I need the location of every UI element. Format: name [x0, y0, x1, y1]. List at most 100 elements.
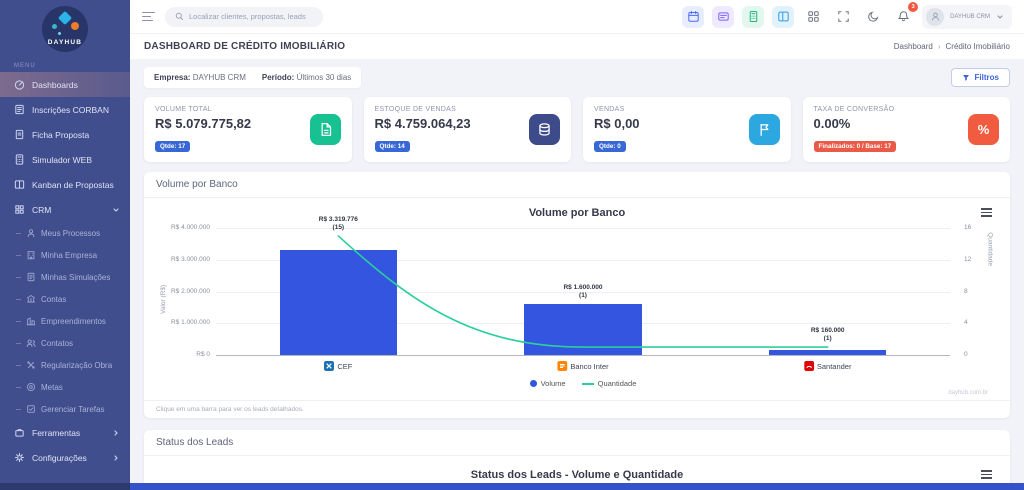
bank-icon [27, 294, 35, 303]
quantidade-swatch [581, 382, 594, 385]
sidebar-subitem-label: Meus Processos [41, 228, 101, 238]
legend-item-quantidade[interactable]: Quantidade [581, 379, 637, 388]
filtros-label: Filtros [974, 73, 999, 82]
main-area: 3 DAYHUB CRM DASHBOARD DE CRÉDITO IMOBIL… [130, 0, 1024, 490]
y-tick-right: 4 [964, 319, 968, 327]
file-icon[interactable] [309, 114, 341, 145]
panel-body: Volume por Banco Valor (R$) Quantidade R… [144, 198, 1010, 400]
user-menu[interactable]: DAYHUB CRM [922, 4, 1012, 29]
quantidade-line [337, 235, 829, 348]
y-tick-right: 12 [964, 255, 972, 263]
y-tick-right: 0 [964, 351, 968, 358]
legend-label: Quantidade [597, 379, 637, 388]
sidebar-subitem-minhas-simulacoes[interactable]: Minhas Simulações [0, 266, 130, 288]
chart-title-row: Status dos Leads - Volume e Quantidade [154, 466, 1000, 484]
sidebar-subitem-minha-empresa[interactable]: Minha Empresa [0, 244, 130, 266]
chevron-right-icon [112, 429, 120, 437]
breadcrumb: Dashboard › Crédito Imobiliário [894, 42, 1010, 51]
bank-icon-cef [324, 361, 335, 371]
sidebar-subitem-meus-processos[interactable]: Meus Processos [0, 222, 130, 244]
chevron-down-icon [996, 13, 1004, 21]
tree-dash [16, 298, 21, 300]
stat-card-value: 0.00% [813, 116, 851, 131]
sidebar-subitem-label: Regularização Obra [41, 360, 113, 370]
x-label-santander[interactable]: Santander [803, 361, 851, 371]
sidebar-item-crm[interactable]: CRM [0, 197, 130, 222]
percent-icon[interactable]: % [968, 114, 999, 145]
search-icon [175, 12, 183, 20]
gridline [216, 291, 950, 293]
topbar-actions: 3 DAYHUB CRM [682, 1, 1012, 29]
document-icon [15, 129, 24, 140]
bar-cef[interactable] [279, 249, 398, 355]
logo-small-dot [58, 32, 61, 35]
sidebar-item-configuracoes[interactable]: Configurações [0, 445, 130, 470]
apps-grid-icon[interactable] [802, 6, 824, 28]
legend-item-volume[interactable]: Volume [529, 379, 566, 388]
bar-santander[interactable] [768, 349, 887, 355]
sidebar-subitem-gerenciar-tarefas[interactable]: Gerenciar Tarefas [0, 398, 130, 420]
calculator-icon[interactable] [742, 5, 765, 28]
sidebar-item-ficha-proposta[interactable]: Ficha Proposta [0, 122, 130, 147]
tree-dash [16, 276, 21, 278]
bar-value-label: R$ 160.000 (1) [810, 326, 845, 342]
sidebar: DAYHUB MENU Dashboards Inscrições CORBAN… [0, 0, 130, 490]
empresa-label: Empresa: [154, 73, 191, 82]
y-tick-left: R$ 4.000.000 [170, 224, 210, 231]
flag-icon[interactable] [748, 114, 780, 145]
stat-card-label: VOLUME TOTAL [155, 106, 212, 113]
breadcrumb-current: Crédito Imobiliário [945, 42, 1010, 51]
breadcrumb-dashboard[interactable]: Dashboard [893, 42, 933, 51]
filtros-button[interactable]: Filtros [950, 68, 1010, 87]
y-tick-left: R$ 1.000.000 [170, 319, 210, 327]
stat-card-label: VENDAS [594, 106, 625, 113]
sidebar-subitem-label: Minha Empresa [41, 250, 98, 260]
sidebar-item-kanban-de-propostas[interactable]: Kanban de Propostas [0, 172, 130, 197]
sidebar-item-dashboards[interactable]: Dashboards [0, 72, 130, 97]
panel-header: Volume por Banco [144, 172, 1010, 198]
stat-card-badge: Qtde: 17 [155, 141, 191, 152]
bottom-strip [0, 483, 1024, 490]
sidebar-item-label: Kanban de Propostas [32, 179, 114, 190]
kanban-icon[interactable] [772, 5, 795, 28]
menu-toggle-icon[interactable] [142, 11, 155, 22]
sidebar-subitem-contatos[interactable]: Contatos [0, 332, 130, 354]
panel-body: Status dos Leads - Volume e Quantidade R… [144, 456, 1010, 490]
stat-card-taxa-de-conversao: TAXA DE CONVERSÃO 0.00% Finalizados: 0 /… [802, 97, 1010, 162]
chart-menu-icon[interactable] [981, 470, 992, 479]
gridline [216, 259, 950, 261]
search-box[interactable] [165, 6, 323, 27]
sidebar-item-label: Inscrições CORBAN [32, 104, 109, 115]
sidebar-item-ferramentas[interactable]: Ferramentas [0, 420, 130, 445]
logo-mark: DAYHUB [42, 6, 88, 52]
database-icon[interactable] [529, 114, 560, 145]
y-tick-left: R$ 3.000.000 [170, 255, 210, 263]
logo[interactable]: DAYHUB [0, 0, 130, 58]
sidebar-item-simulador-web[interactable]: Simulador WEB [0, 147, 130, 172]
people-icon [26, 339, 36, 348]
sidebar-subitem-label: Contas [41, 294, 67, 304]
sidebar-item-inscricoes-corban[interactable]: Inscrições CORBAN [0, 97, 130, 122]
fullscreen-icon[interactable] [832, 6, 854, 28]
calendar-icon[interactable] [682, 5, 705, 28]
sidebar-subitem-label: Gerenciar Tarefas [41, 404, 105, 414]
moon-icon[interactable] [862, 6, 884, 28]
content: Empresa: DAYHUB CRM Período: Últimos 30 … [130, 59, 1024, 490]
chart-menu-icon[interactable] [981, 208, 992, 217]
tree-dash [16, 386, 21, 388]
volume-swatch [529, 380, 537, 387]
card-icon[interactable] [712, 5, 735, 28]
search-input[interactable] [189, 12, 313, 21]
sidebar-subitem-contas[interactable]: Contas [0, 288, 130, 310]
sidebar-subitem-empreendimentos[interactable]: Empreendimentos [0, 310, 130, 332]
check-square-icon [27, 405, 35, 413]
person-icon [27, 229, 35, 238]
x-label-cef[interactable]: CEF [324, 361, 352, 371]
sidebar-subitem-metas[interactable]: Metas [0, 376, 130, 398]
chart-title: Status dos Leads - Volume e Quantidade [470, 469, 684, 481]
periodo-label: Período: [261, 73, 295, 82]
x-label-banco-inter[interactable]: Banco Inter [557, 361, 609, 371]
periodo-value: Últimos 30 dias [296, 73, 352, 82]
bell-icon[interactable]: 3 [892, 1, 919, 28]
sidebar-subitem-regularizacao-obra[interactable]: Regularização Obra [0, 354, 130, 376]
